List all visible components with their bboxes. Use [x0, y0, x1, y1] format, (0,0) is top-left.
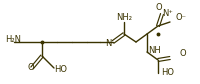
Text: NH₂: NH₂: [116, 13, 132, 22]
Text: O: O: [180, 48, 187, 58]
Text: HO: HO: [54, 66, 67, 75]
Text: O: O: [27, 64, 34, 72]
Text: N⁺: N⁺: [163, 9, 173, 18]
Text: N: N: [106, 38, 112, 47]
Text: O: O: [155, 3, 162, 12]
Text: NH: NH: [148, 46, 161, 55]
Text: HO: HO: [162, 68, 174, 77]
Text: O⁻: O⁻: [175, 14, 186, 23]
Text: H₂N: H₂N: [5, 36, 21, 45]
